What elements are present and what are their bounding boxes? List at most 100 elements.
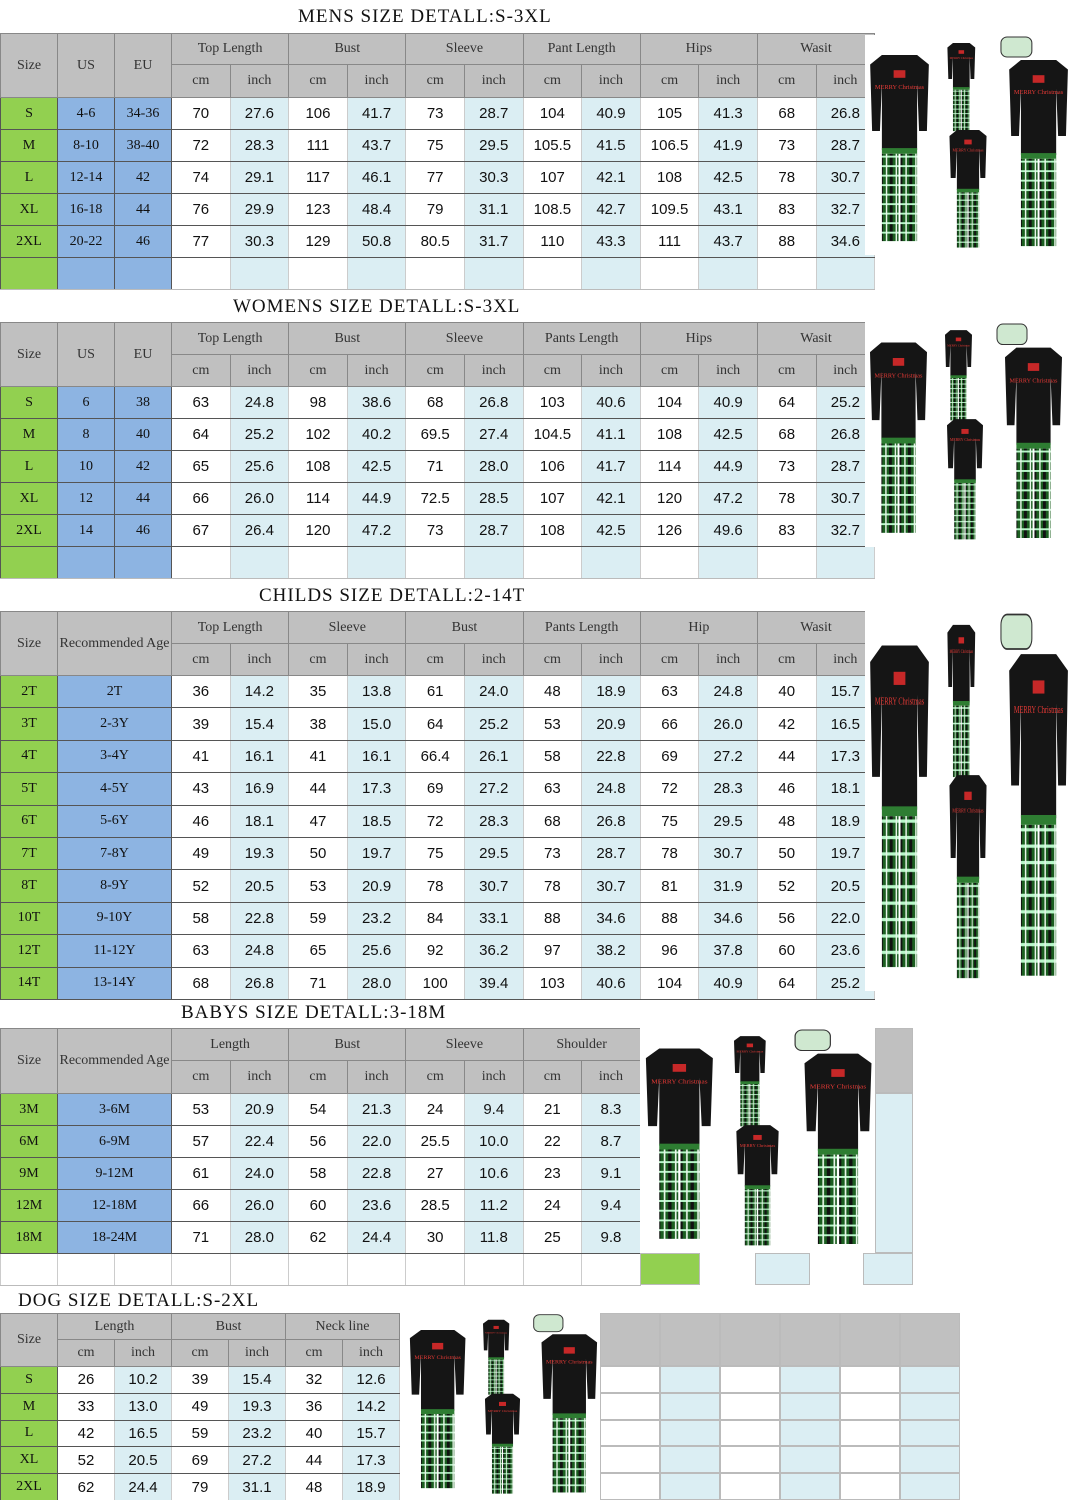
cm-value: 42 bbox=[756, 707, 817, 741]
cm-value: 67 bbox=[171, 514, 231, 547]
size-cell: M bbox=[0, 1392, 58, 1421]
shirt-print-text: MERRY Christmas bbox=[952, 808, 983, 815]
cm-value: 50 bbox=[756, 836, 817, 871]
cm-value: 27 bbox=[405, 1157, 465, 1190]
cm-value: 32 bbox=[285, 1366, 343, 1394]
column-header: US bbox=[57, 33, 115, 98]
inch-value: 34.6 bbox=[698, 901, 758, 936]
inch-value: 24.0 bbox=[463, 674, 524, 709]
unit-header: cm bbox=[756, 643, 817, 676]
cm-value: 39 bbox=[171, 707, 231, 741]
cm-value: 22 bbox=[522, 1125, 583, 1158]
dog-extra-cell bbox=[780, 1366, 840, 1393]
cm-value: 40 bbox=[285, 1419, 343, 1448]
measure-group-header: Hips bbox=[639, 322, 758, 355]
cm-value: 105 bbox=[639, 97, 700, 130]
measure-group-header: Length bbox=[170, 1028, 290, 1061]
inch-value: 12.6 bbox=[342, 1366, 400, 1394]
size-cell: 6T bbox=[0, 804, 58, 838]
cm-value: 79 bbox=[405, 193, 465, 226]
inch-value: 28.5 bbox=[463, 482, 524, 515]
unit-header: cm bbox=[171, 643, 231, 676]
unit-header: inch bbox=[581, 354, 641, 387]
measure-group-header: Shoulder bbox=[522, 1028, 641, 1061]
cm-value: 78 bbox=[522, 869, 583, 903]
family-christmas-pajamas-icon: MERRY Christmas MERRY Christmas MERRY Ch… bbox=[870, 36, 1068, 248]
dog-extra-header bbox=[840, 1313, 900, 1366]
shirt-print-text: MERRY Christmas bbox=[1014, 704, 1064, 716]
inch-value: 24.8 bbox=[229, 386, 290, 419]
inch-value: 44.9 bbox=[346, 482, 407, 515]
inch-value: 15.7 bbox=[342, 1419, 400, 1448]
dog-extra-cell bbox=[900, 1366, 960, 1393]
empty-cell bbox=[0, 257, 58, 290]
empty-cell bbox=[522, 546, 583, 579]
measure-group-header: Pants Length bbox=[522, 322, 641, 355]
babys-product-image: MERRY Christmas MERRY Christmas MERRY Ch… bbox=[640, 1028, 875, 1253]
inch-value: 31.1 bbox=[228, 1473, 286, 1500]
inch-value: 23.6 bbox=[346, 1189, 407, 1222]
inch-value: 27.4 bbox=[463, 418, 524, 451]
empty-cell bbox=[114, 1253, 172, 1286]
measure-group-header: Neck line bbox=[285, 1313, 400, 1340]
size-header: Size bbox=[0, 1313, 58, 1367]
cm-value: 83 bbox=[756, 514, 817, 547]
size-cell: 2XL bbox=[0, 514, 58, 547]
measure-group-header: Wasit bbox=[756, 33, 876, 65]
mens-size-row: S 4-6 34-36 70 27.6 106 41.7 73 28.7 104 40.9 105 41… bbox=[0, 97, 876, 130]
cm-value: 50 bbox=[288, 836, 348, 871]
size-cell: XL bbox=[0, 1446, 58, 1475]
empty-cell bbox=[405, 546, 465, 579]
inch-value: 28.7 bbox=[581, 836, 641, 871]
dog-extra-cell bbox=[660, 1419, 720, 1447]
age-cell: 9-12M bbox=[57, 1157, 172, 1190]
empty-cell bbox=[581, 1253, 641, 1286]
age-cell: 3-4Y bbox=[57, 739, 172, 774]
shirt-print-text: MERRY Christmas bbox=[546, 1360, 593, 1366]
inch-value: 27.2 bbox=[463, 772, 524, 806]
unit-header: inch bbox=[698, 643, 758, 676]
cm-value: 68 bbox=[756, 97, 817, 130]
empty-cell bbox=[229, 1253, 290, 1286]
cm-value: 103 bbox=[522, 386, 583, 419]
inch-value: 33.1 bbox=[463, 901, 524, 936]
size-cell: 10T bbox=[0, 901, 58, 936]
column-header: EU bbox=[114, 322, 172, 387]
dog-unit-row: cm inch cm inch cm inch bbox=[1, 1339, 400, 1367]
dog-extra-cell bbox=[660, 1366, 720, 1393]
inch-value: 49.6 bbox=[698, 514, 758, 547]
inch-value: 13.8 bbox=[346, 674, 407, 709]
inch-value: 20.9 bbox=[346, 869, 407, 903]
size-header: Size bbox=[0, 1028, 58, 1094]
childs-size-row: 14T 13-14Y 68 26.8 71 28.0 100 39.4 103 40.6 104 40… bbox=[0, 966, 876, 1000]
cm-value: 92 bbox=[405, 934, 465, 968]
unit-header: cm bbox=[285, 1339, 343, 1367]
empty-cell bbox=[698, 257, 758, 290]
cm-value: 81 bbox=[639, 869, 700, 903]
cm-value: 88 bbox=[756, 225, 817, 258]
unit-header: cm bbox=[522, 354, 583, 387]
age-cell: 8 bbox=[57, 418, 115, 451]
column-header: Recommended Age bbox=[57, 1028, 172, 1094]
cm-value: 107 bbox=[522, 482, 583, 515]
inch-value: 8.7 bbox=[581, 1125, 641, 1158]
blank-blue-cell bbox=[755, 1253, 810, 1285]
inch-value: 40.9 bbox=[698, 966, 758, 1000]
unit-header: inch bbox=[114, 1339, 172, 1367]
womens-product-image: MERRY Christmas MERRY Christmas MERRY Ch… bbox=[865, 322, 1065, 547]
cm-value: 68 bbox=[522, 804, 583, 838]
inch-value: 16.5 bbox=[114, 1419, 172, 1448]
shirt-print-text: MERRY Christmas bbox=[952, 148, 984, 153]
size-cell: 8T bbox=[0, 869, 58, 903]
measure-group-header: Sleeve bbox=[405, 33, 524, 65]
inch-value: 17.3 bbox=[342, 1446, 400, 1475]
unit-header: cm bbox=[171, 1060, 231, 1094]
dog-extra-cell bbox=[720, 1473, 780, 1500]
cm-value: 117 bbox=[288, 161, 348, 194]
cm-value: 62 bbox=[288, 1221, 348, 1254]
childs-size-row: 12T 11-12Y 63 24.8 65 25.6 92 36.2 97 38.2 96 37.8 6… bbox=[0, 934, 876, 968]
inch-value: 42.5 bbox=[698, 161, 758, 194]
mens-size-row: 2XL 20-22 46 77 30.3 129 50.8 80.5 31.7 110 43.3 11… bbox=[0, 225, 876, 258]
dog-extra-cell bbox=[900, 1392, 960, 1420]
unit-header: cm bbox=[639, 354, 700, 387]
